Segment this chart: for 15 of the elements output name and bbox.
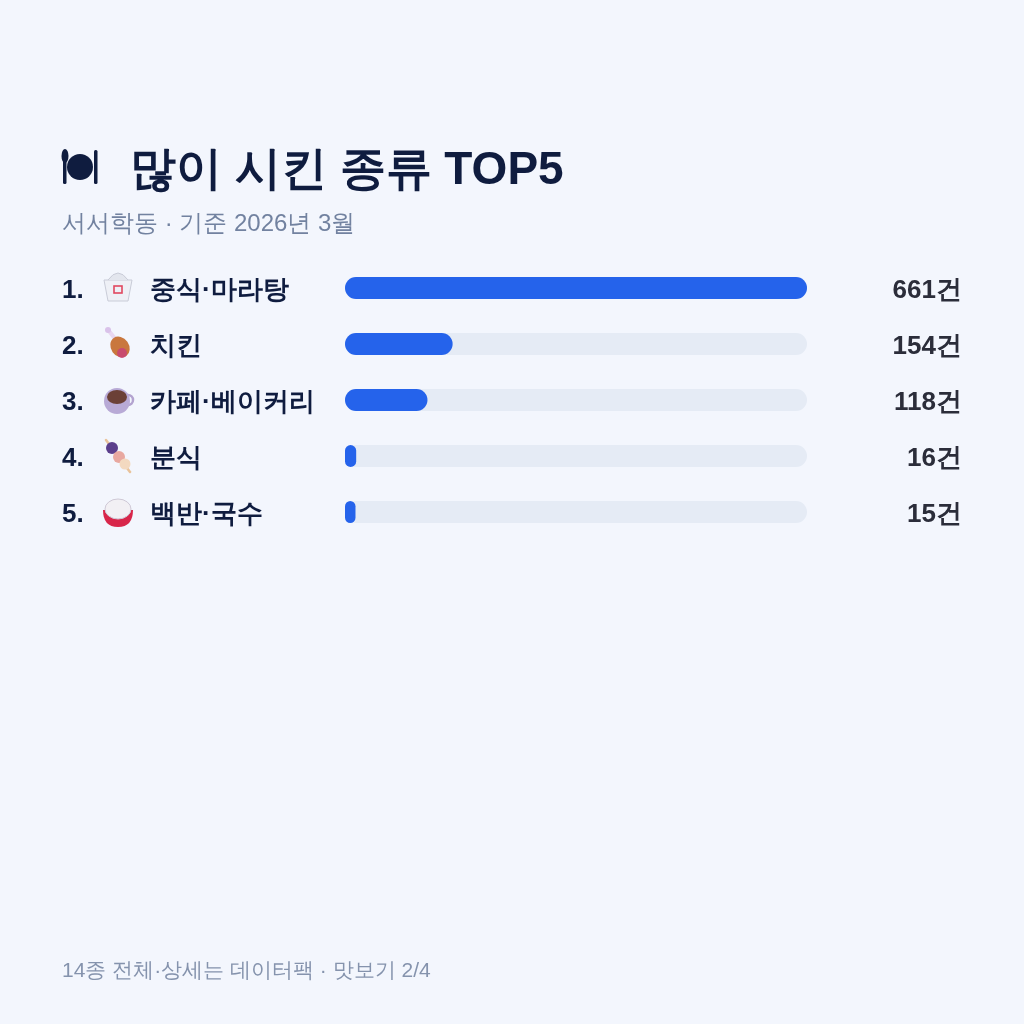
data-label: 15건 — [907, 498, 962, 528]
category-label: 2. 치킨 — [62, 330, 202, 360]
chart-title: 많이 시킨 종류 TOP5 — [130, 142, 564, 194]
category-label: 4. 분식 — [62, 442, 202, 472]
category-label: 1. 중식·마라탕 — [62, 274, 289, 304]
text: 14종 전체·상세는 데이터팩 · 맛보기 2/4 — [62, 958, 432, 981]
data-label: 16건 — [907, 442, 962, 472]
chart-subtitle: 서서학동 · 기준 2026년 3월 — [62, 209, 356, 236]
category-label: 3. 카페·베이커리 — [62, 386, 315, 416]
category-label: 5. 백반·국수 — [62, 498, 263, 528]
data-label: 118건 — [894, 386, 962, 416]
data-label: 661건 — [892, 274, 962, 304]
bar — [345, 389, 428, 411]
data-label: 154건 — [892, 330, 962, 360]
bar — [345, 333, 453, 355]
